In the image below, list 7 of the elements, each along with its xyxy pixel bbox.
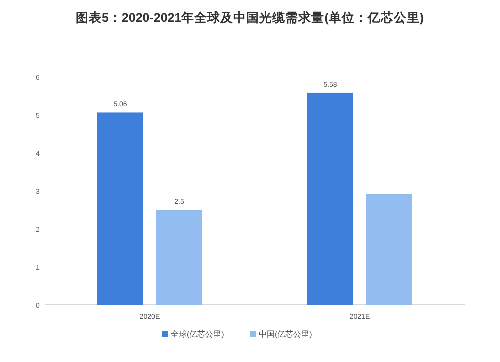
bar — [366, 194, 412, 305]
bar — [308, 92, 354, 305]
bar — [98, 112, 144, 305]
chart-title: 图表5：2020-2021年全球及中国光缆需求量(单位：亿芯公里) — [76, 10, 424, 25]
bar — [156, 210, 202, 305]
legend-label: 全球(亿芯公里) — [171, 330, 225, 339]
legend-label: 中国(亿芯公里) — [259, 330, 313, 339]
